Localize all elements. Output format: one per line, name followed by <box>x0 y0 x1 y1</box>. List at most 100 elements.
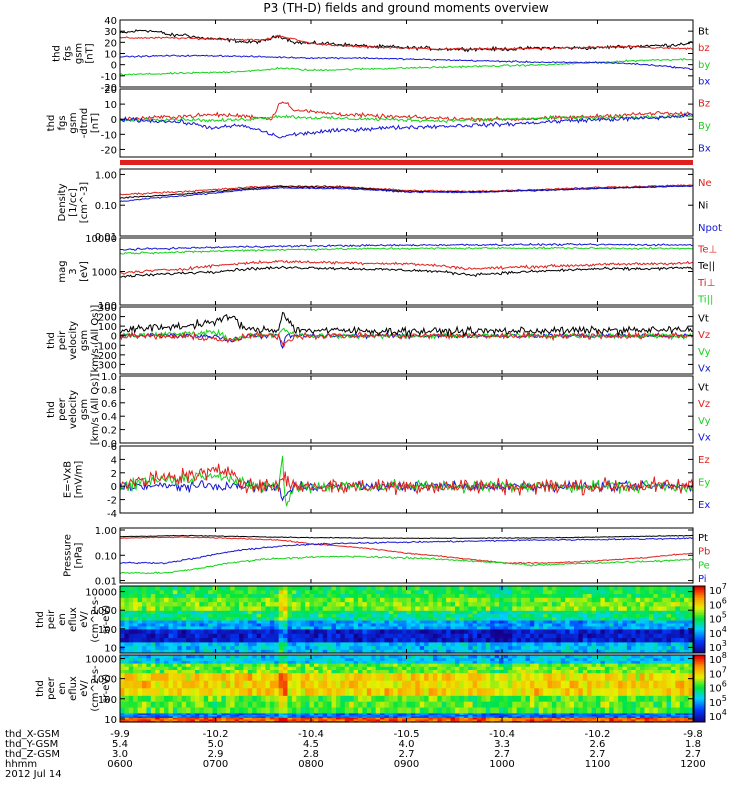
heatmap-cell <box>578 610 584 615</box>
heatmap-cell <box>128 687 134 696</box>
heatmap-cell <box>309 619 315 624</box>
heatmap-cell <box>463 695 469 702</box>
heatmap-cell <box>177 717 183 720</box>
heatmap-cell <box>596 666 602 671</box>
heatmap-cell <box>239 593 245 598</box>
heatmap-cell <box>296 597 302 603</box>
heatmap-cell <box>353 706 359 714</box>
heatmap-cell <box>243 610 249 615</box>
heatmap-cell <box>454 718 460 722</box>
heatmap-cell <box>653 628 659 634</box>
heatmap-cell <box>499 712 505 715</box>
heatmap-cell <box>380 613 386 618</box>
heatmap-cell <box>679 616 685 621</box>
heatmap-cell <box>494 601 500 607</box>
heatmap-cell <box>340 706 346 714</box>
heatmap-cell <box>203 657 209 661</box>
heatmap-cell <box>120 680 126 689</box>
heatmap-cell <box>124 666 130 671</box>
heatmap-cell <box>551 655 557 659</box>
heatmap-cell <box>155 672 161 681</box>
y-axis-label: thd <box>46 401 57 418</box>
heatmap-cell <box>358 715 364 718</box>
heatmap-cell <box>578 625 584 630</box>
heatmap-cell <box>261 649 267 654</box>
heatmap-cell <box>221 616 227 621</box>
heatmap-cell <box>269 597 275 603</box>
heatmap-cell <box>208 625 214 630</box>
heatmap-cell <box>265 666 271 671</box>
y-tick-label: -10 <box>101 130 117 141</box>
heatmap-cell <box>640 637 646 643</box>
heatmap-cell <box>485 660 491 664</box>
heatmap-cell <box>410 657 416 661</box>
heatmap-cell <box>441 628 447 634</box>
heatmap-cell <box>199 605 205 611</box>
heatmap-cell <box>613 597 619 603</box>
heatmap-cell <box>159 637 165 643</box>
heatmap-cell <box>146 687 152 696</box>
heatmap-cell <box>146 695 152 702</box>
colorbar-segment <box>694 621 705 624</box>
heatmap-cell <box>516 655 522 659</box>
heatmap-cell <box>283 695 289 702</box>
heatmap-cell <box>618 718 624 722</box>
heatmap-cell <box>477 649 483 654</box>
heatmap-cell <box>124 641 130 647</box>
heatmap-cell <box>239 715 245 718</box>
heatmap-cell <box>406 687 412 696</box>
heatmap-cell <box>269 645 275 650</box>
heatmap-cell <box>393 622 399 627</box>
heatmap-cell <box>349 637 355 643</box>
heatmap-cell <box>512 641 518 647</box>
heatmap-cell <box>168 714 174 717</box>
heatmap-cell <box>252 597 258 603</box>
heatmap-cell <box>622 586 628 591</box>
heatmap-cell <box>203 660 209 664</box>
heatmap-cell <box>626 663 632 667</box>
heatmap-cell <box>366 715 372 718</box>
heatmap-cell <box>133 625 139 630</box>
heatmap-cell <box>349 605 355 611</box>
heatmap-cell <box>499 593 505 598</box>
heatmap-cell <box>349 687 355 696</box>
heatmap-cell <box>362 717 368 720</box>
heatmap-cell <box>225 641 231 647</box>
heatmap-cell <box>371 613 377 618</box>
heatmap-cell <box>366 717 372 720</box>
heatmap-cell <box>640 649 646 654</box>
heatmap-cell <box>419 660 425 664</box>
heatmap-cell <box>600 622 606 627</box>
heatmap-cell <box>653 718 659 722</box>
heatmap-cell <box>216 712 222 715</box>
heatmap-cell <box>490 605 496 611</box>
heatmap-cell <box>265 714 271 717</box>
heatmap-cell <box>327 601 333 607</box>
heatmap-cell <box>146 633 152 639</box>
heatmap-cell <box>335 695 341 702</box>
heatmap-cell <box>186 660 192 664</box>
heatmap-cell <box>384 641 390 647</box>
heatmap-cell <box>146 616 152 621</box>
heatmap-cell <box>490 628 496 634</box>
heatmap-cell <box>477 619 483 624</box>
heatmap-cell <box>358 649 364 654</box>
heatmap-cell <box>538 666 544 671</box>
heatmap-cell <box>159 655 165 659</box>
heatmap-cell <box>622 669 628 674</box>
heatmap-cell <box>247 718 253 722</box>
heatmap-cell <box>265 586 271 591</box>
heatmap-cell <box>600 717 606 720</box>
heatmap-cell <box>155 701 161 708</box>
heatmap-cell <box>446 672 452 681</box>
heatmap-cell <box>675 593 681 598</box>
y-tick-label: 0.0 <box>101 439 117 450</box>
heatmap-cell <box>159 616 165 621</box>
heatmap-cell <box>194 645 200 650</box>
plot-title: P3 (TH-D) fields and ground moments over… <box>263 1 548 15</box>
heatmap-cell <box>631 717 637 720</box>
heatmap-cell <box>322 649 328 654</box>
heatmap-cell <box>521 633 527 639</box>
heatmap-cell <box>684 616 690 621</box>
